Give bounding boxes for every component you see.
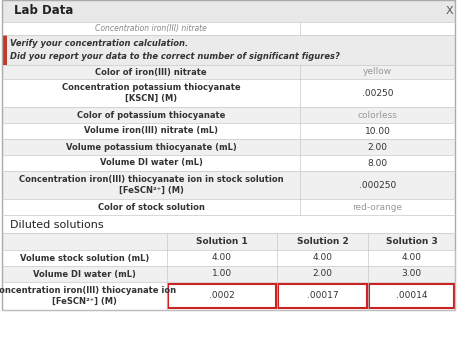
Text: 4.00: 4.00 <box>212 253 232 262</box>
Text: 8.00: 8.00 <box>367 158 388 168</box>
Text: Color of potassium thiocyanate: Color of potassium thiocyanate <box>77 110 225 119</box>
Text: .000250: .000250 <box>359 180 396 190</box>
Bar <box>2 79 455 107</box>
Text: Solution 2: Solution 2 <box>297 237 348 246</box>
Bar <box>2 65 455 79</box>
Bar <box>2 22 455 35</box>
Bar <box>2 123 455 139</box>
Text: X: X <box>445 6 453 16</box>
Text: 2.00: 2.00 <box>367 143 388 152</box>
Text: 3.00: 3.00 <box>401 270 421 278</box>
Text: Volume potassium thiocyanate (mL): Volume potassium thiocyanate (mL) <box>65 143 237 152</box>
Text: 4.00: 4.00 <box>401 253 421 262</box>
Text: colorless: colorless <box>357 110 397 119</box>
Text: Lab Data: Lab Data <box>14 4 73 17</box>
Text: yellow: yellow <box>363 68 392 77</box>
Text: Concentration iron(III) thiocyanate ion in stock solution
[FeSCN²⁺] (M): Concentration iron(III) thiocyanate ion … <box>18 175 283 195</box>
Bar <box>2 155 455 171</box>
Bar <box>2 171 455 199</box>
Text: Color of iron(III) nitrate: Color of iron(III) nitrate <box>95 68 207 77</box>
Text: Solution 3: Solution 3 <box>386 237 438 246</box>
Text: Volume DI water (mL): Volume DI water (mL) <box>100 158 202 168</box>
Bar <box>168 284 276 308</box>
Bar <box>2 0 455 22</box>
Bar <box>2 107 455 123</box>
Text: Volume DI water (mL): Volume DI water (mL) <box>33 270 136 278</box>
Text: 4.00: 4.00 <box>312 253 332 262</box>
Text: 1.00: 1.00 <box>212 270 232 278</box>
Bar <box>2 35 455 65</box>
Text: Color of stock solution: Color of stock solution <box>98 203 204 212</box>
Text: red-orange: red-orange <box>353 203 402 212</box>
Text: Concentration iron(III) nitrate: Concentration iron(III) nitrate <box>95 24 207 33</box>
Bar <box>369 284 454 308</box>
Bar <box>2 0 455 310</box>
Bar <box>278 284 367 308</box>
Bar <box>2 139 455 155</box>
Bar <box>2 266 455 282</box>
Text: 2.00: 2.00 <box>312 270 332 278</box>
Text: .00014: .00014 <box>396 291 427 300</box>
Text: .00250: .00250 <box>362 88 393 97</box>
Bar <box>2 199 455 215</box>
Text: .0002: .0002 <box>209 291 235 300</box>
Text: .00017: .00017 <box>307 291 338 300</box>
Text: Verify your concentration calculation.: Verify your concentration calculation. <box>10 39 188 48</box>
Bar <box>2 35 7 65</box>
Text: Concentration potassium thiocyanate
[KSCN] (M): Concentration potassium thiocyanate [KSC… <box>62 83 240 103</box>
Text: Did you report your data to the correct number of significant figures?: Did you report your data to the correct … <box>10 52 340 61</box>
Bar <box>2 233 455 250</box>
Text: 10.00: 10.00 <box>365 126 391 135</box>
Text: Solution 1: Solution 1 <box>196 237 248 246</box>
Text: Concentration iron(III) thiocyanate ion
[FeSCN²⁺] (M): Concentration iron(III) thiocyanate ion … <box>0 286 176 306</box>
Bar <box>2 250 455 266</box>
Text: Diluted solutions: Diluted solutions <box>10 220 104 230</box>
Bar <box>2 282 455 310</box>
Text: Volume iron(III) nitrate (mL): Volume iron(III) nitrate (mL) <box>84 126 218 135</box>
Text: Volume stock solution (mL): Volume stock solution (mL) <box>20 253 149 262</box>
